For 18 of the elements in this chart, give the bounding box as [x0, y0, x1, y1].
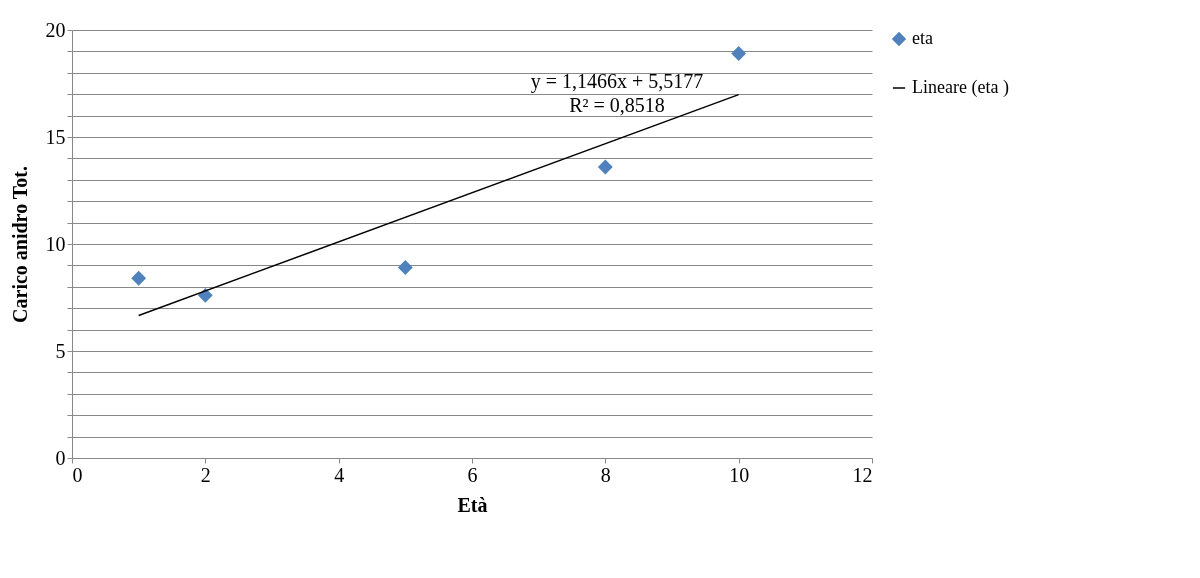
- x-tick-label: 2: [200, 463, 211, 486]
- y-tick-label: 15: [45, 125, 66, 148]
- x-tick-label: 8: [600, 463, 611, 486]
- legend-label: Lineare (eta ): [912, 77, 1009, 98]
- x-tick-label: 12: [852, 463, 873, 486]
- y-tick-label: 10: [45, 232, 66, 255]
- x-tick-label: 4: [334, 463, 345, 486]
- y-tick-label: 0: [55, 446, 66, 469]
- annotation: R² = 0,8518: [569, 94, 665, 116]
- y-tick-label: 20: [45, 18, 66, 41]
- x-tick-label: 10: [729, 463, 750, 486]
- x-tick-label: 6: [467, 463, 478, 486]
- y-axis-title: Carico anidro Tot.: [8, 166, 31, 323]
- y-tick-label: 5: [55, 339, 66, 362]
- x-tick-label: 0: [72, 463, 83, 486]
- annotation: y = 1,1466x + 5,5177: [530, 70, 704, 93]
- legend-label: eta: [912, 28, 933, 48]
- x-axis-title: Età: [457, 493, 488, 516]
